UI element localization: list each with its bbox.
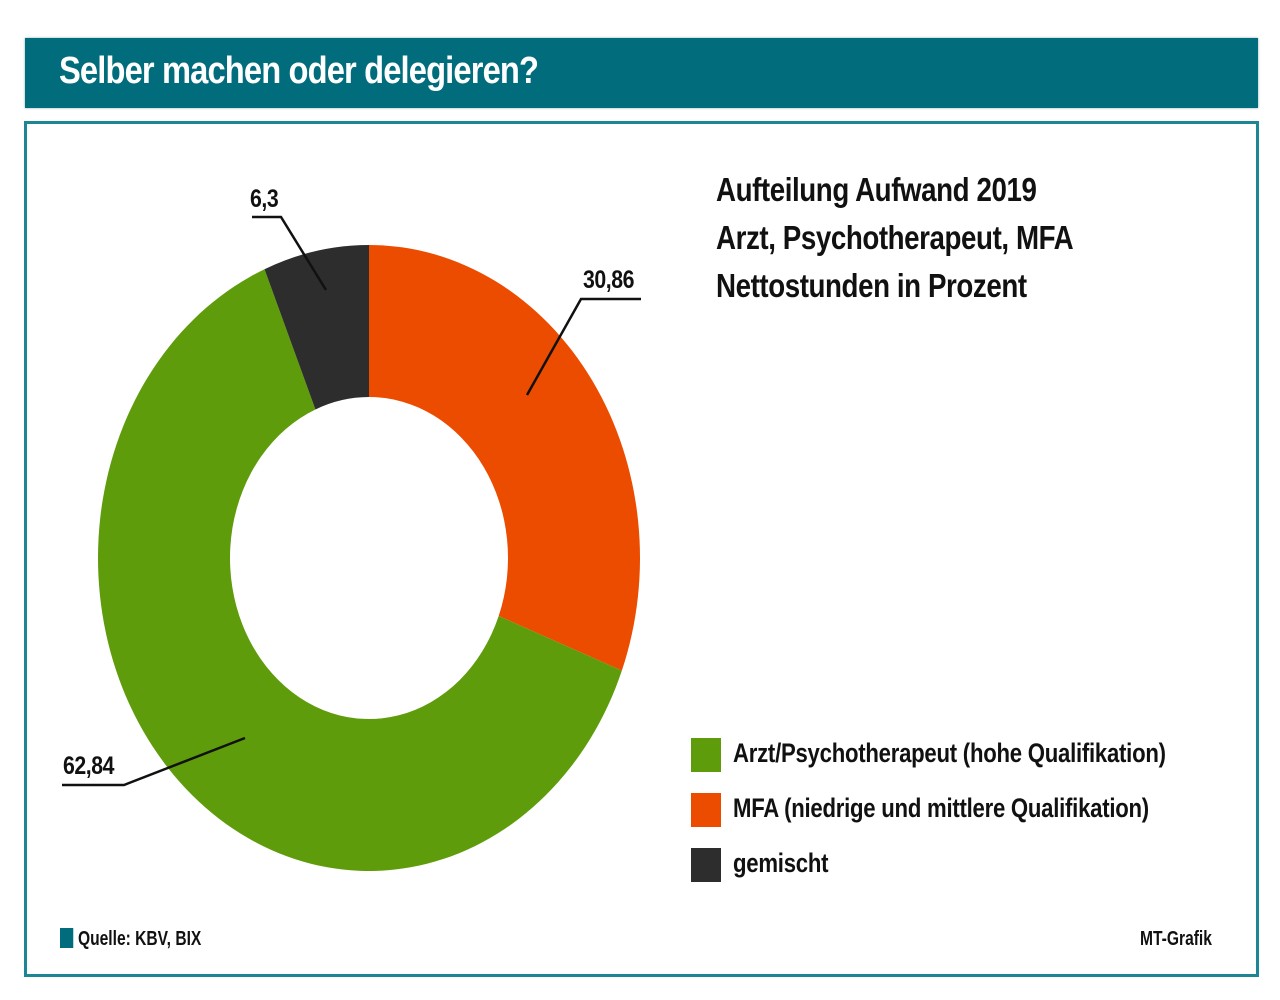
chart-title-line-2: Arzt, Psychotherapeut, MFA (716, 219, 1074, 256)
chart-title-line-1: Aufteilung Aufwand 2019 (716, 171, 1037, 208)
leader-line-arzt (62, 736, 246, 787)
leader-line-mfa (525, 297, 641, 396)
legend-label-gemischt: gemischt (733, 848, 829, 878)
source-square-icon (60, 928, 74, 948)
header-bar: Selber machen oder delegieren? (25, 38, 1258, 108)
slice-arzt (98, 269, 622, 871)
header-title: Selber machen oder delegieren? (59, 50, 539, 92)
legend-label-arzt: Arzt/Psychotherapeut (hohe Qualifikation… (733, 738, 1166, 768)
footer-source-text: Quelle: KBV, BIX (77, 928, 202, 950)
slice-mfa (369, 245, 640, 671)
data-label-arzt: 62,84 (63, 752, 115, 780)
legend-label-mfa: MFA (niedrige und mittlere Qualifikation… (733, 793, 1149, 823)
footer-source: Quelle: KBV, BIX (60, 928, 201, 951)
chart-title: Aufteilung Aufwand 2019 Arzt, Psychother… (716, 166, 1074, 310)
legend-swatch-arzt (691, 738, 721, 772)
footer-credit: MT-Grafik (1140, 928, 1212, 950)
data-label-mfa: 30,86 (583, 266, 635, 294)
chart-title-line-3: Nettostunden in Prozent (716, 267, 1027, 304)
slice-gemischt (264, 245, 369, 410)
legend-swatch-gemischt (691, 848, 721, 882)
legend-swatch-mfa (691, 793, 721, 827)
data-label-gemischt: 6,3 (250, 185, 279, 213)
leader-line-gemischt (252, 215, 328, 291)
